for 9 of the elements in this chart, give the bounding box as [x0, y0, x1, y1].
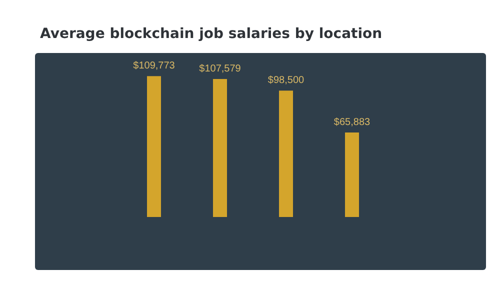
bar	[345, 132, 359, 217]
chart-title: Average blockchain job salaries by location	[40, 26, 382, 42]
data-label: $98,500	[268, 75, 305, 86]
bar	[213, 78, 227, 217]
data-label: $109,773	[133, 60, 176, 72]
data-label: $65,883	[334, 116, 371, 128]
bar	[147, 76, 161, 217]
data-label: $107,579	[199, 63, 242, 74]
bar	[279, 90, 293, 217]
